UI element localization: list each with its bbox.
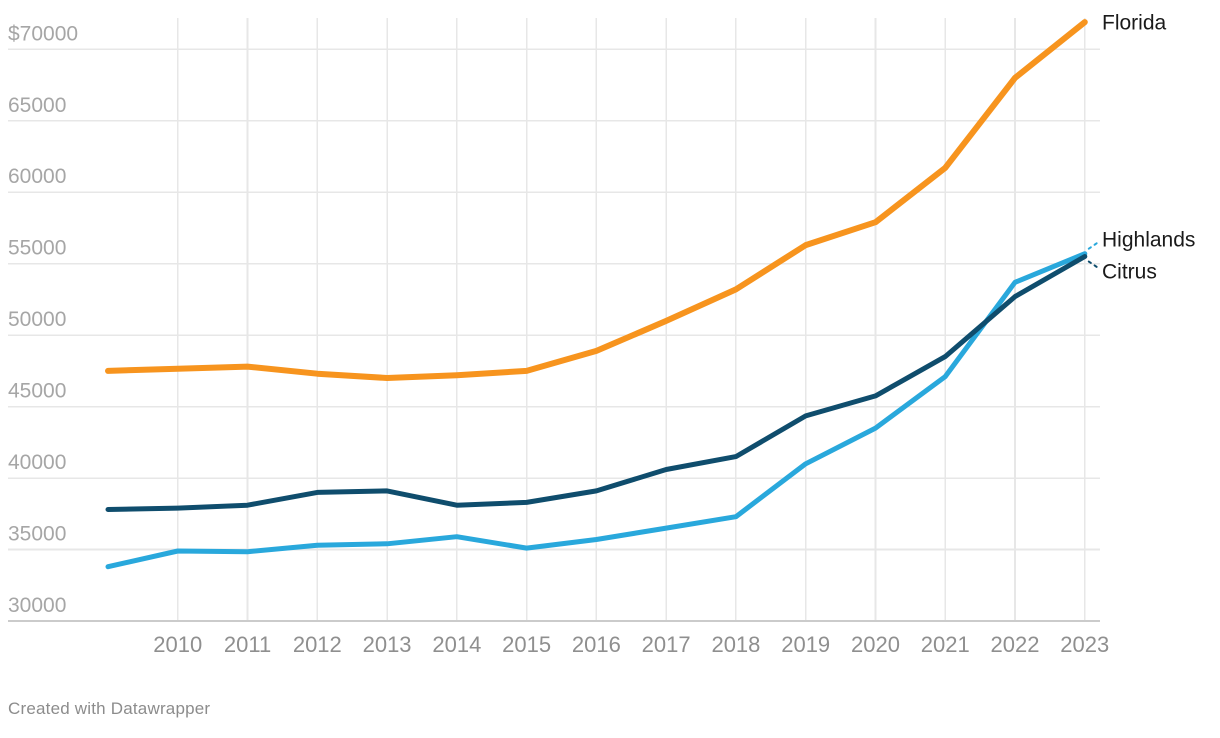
x-tick-label: 2022	[991, 632, 1040, 657]
x-tick-label: 2016	[572, 632, 621, 657]
leader-line-highlands	[1087, 242, 1098, 250]
x-tick-label: 2014	[432, 632, 481, 657]
datawrapper-credit-link[interactable]: Created with Datawrapper	[8, 699, 211, 718]
x-tick-label: 2015	[502, 632, 551, 657]
x-tick-label: 2011	[224, 632, 271, 657]
y-tick-label: $70000	[8, 22, 78, 45]
x-tick-label: 2021	[921, 632, 970, 657]
x-tick-label: 2020	[851, 632, 900, 657]
x-tick-label: 2012	[293, 632, 342, 657]
series-line-citrus	[105, 254, 1088, 512]
y-tick-label: 35000	[8, 523, 66, 546]
y-tick-label: 30000	[8, 594, 66, 617]
series-line-highlands	[105, 251, 1088, 570]
x-tick-label: 2023	[1060, 632, 1109, 657]
x-tick-label: 2010	[153, 632, 202, 657]
y-tick-label: 65000	[8, 94, 66, 117]
x-tick-label: 2013	[363, 632, 412, 657]
x-tick-label: 2019	[781, 632, 830, 657]
y-tick-label: 60000	[8, 165, 66, 188]
x-tick-label: 2017	[642, 632, 691, 657]
y-tick-label: 45000	[8, 380, 66, 403]
series-line-florida	[105, 19, 1088, 381]
series-end-label-highlands: Highlands	[1102, 229, 1195, 252]
series-end-label-florida: Florida	[1102, 12, 1167, 35]
y-tick-label: 40000	[8, 451, 66, 474]
y-tick-label: 55000	[8, 237, 66, 260]
x-tick-label: 2018	[711, 632, 760, 657]
series-end-label-citrus: Citrus	[1102, 261, 1157, 284]
y-tick-label: 50000	[8, 308, 66, 331]
leader-line-citrus	[1087, 260, 1098, 269]
